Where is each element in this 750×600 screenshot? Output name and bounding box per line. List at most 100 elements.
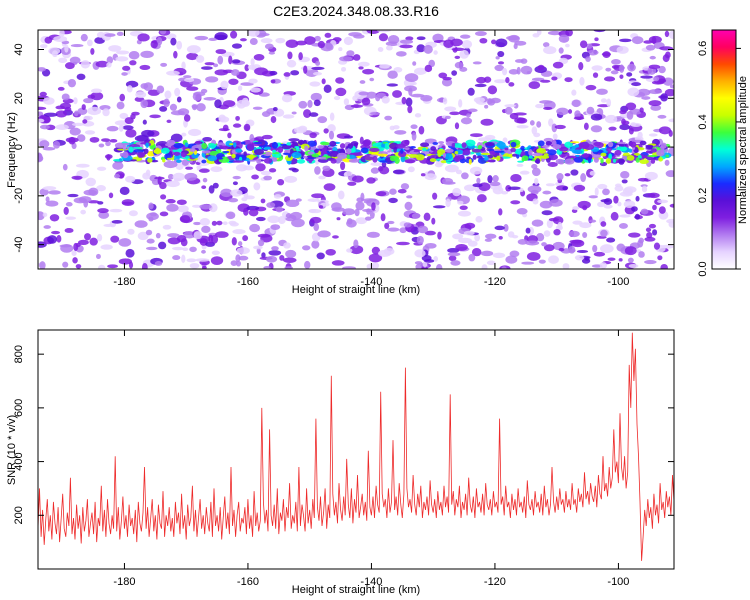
- spectrogram-cell: [600, 221, 607, 227]
- spectrogram-cell: [63, 206, 69, 215]
- spectrogram-cell: [506, 35, 520, 41]
- spectrogram-cell: [241, 97, 249, 106]
- spectrogram-cell: [622, 120, 630, 126]
- spectrogram-cell: [668, 118, 674, 123]
- spectrogram-cell: [392, 169, 405, 175]
- spectrogram-cell: [370, 111, 381, 116]
- spectrogram-cell: [167, 173, 174, 180]
- spectrogram-cell: [101, 138, 111, 142]
- spectrogram-y-tick-label: 20: [13, 92, 25, 104]
- spectrogram-cell: [150, 40, 158, 49]
- spectrogram-cell: [520, 65, 533, 75]
- spectrogram-band-cell: [217, 142, 224, 146]
- spectrogram-cell: [160, 62, 168, 67]
- spectrogram-cell: [195, 55, 205, 63]
- spectrogram-cell: [182, 247, 189, 252]
- spectrogram-cell: [648, 133, 658, 137]
- spectrogram-cell: [509, 250, 520, 258]
- spectrogram-cell: [205, 241, 215, 247]
- spectrogram-band-cell: [245, 154, 256, 159]
- spectrogram-band-cell: [510, 147, 516, 153]
- spectrogram-cell: [159, 211, 169, 217]
- snr-background: [38, 330, 674, 569]
- spectrogram-band-cell: [147, 157, 153, 163]
- spectrogram-band-cell: [564, 141, 573, 148]
- spectrogram-cell: [423, 212, 431, 222]
- spectrogram-cell: [192, 104, 198, 111]
- spectrogram-cell: [111, 219, 123, 224]
- spectrogram-cell: [625, 102, 637, 111]
- spectrogram-cell: [648, 89, 663, 95]
- spectrogram-cell: [158, 241, 167, 250]
- spectrogram-cell: [82, 119, 88, 124]
- spectrogram-cell: [384, 115, 393, 121]
- spectrogram-cell: [303, 109, 312, 118]
- spectrogram-cell: [208, 234, 214, 244]
- spectrogram-cell: [53, 35, 68, 42]
- spectrogram-cell: [237, 241, 243, 247]
- spectrogram-cell: [181, 132, 187, 137]
- spectrogram-cell: [536, 121, 542, 128]
- spectrogram-band-cell: [536, 147, 547, 154]
- spectrogram-cell: [96, 233, 103, 242]
- spectrogram-cell: [492, 252, 506, 259]
- spectrogram-cell: [255, 163, 266, 172]
- spectrogram-cell: [614, 185, 624, 192]
- spectrogram-cell: [118, 258, 133, 265]
- spectrogram-cell: [76, 73, 86, 81]
- spectrogram-band-cell: [225, 140, 233, 147]
- spectrogram-cell: [432, 192, 438, 200]
- spectrogram-cell: [649, 55, 656, 60]
- spectrogram-band-cell: [574, 144, 579, 149]
- spectrogram-cell: [650, 104, 662, 111]
- spectrogram-cell: [505, 255, 518, 264]
- spectrogram-cell: [358, 61, 370, 67]
- spectrogram-cell: [166, 119, 172, 124]
- spectrogram-cell: [442, 181, 456, 185]
- spectrogram-cell: [69, 56, 81, 64]
- spectrogram-cell: [442, 97, 448, 105]
- spectrogram-band-cell: [413, 149, 419, 153]
- spectrogram-cell: [514, 117, 526, 124]
- spectrogram-cell: [116, 31, 124, 37]
- spectrogram-band-cell: [650, 148, 657, 153]
- spectrogram-cell: [395, 51, 407, 57]
- spectrogram-cell: [610, 211, 619, 221]
- spectrogram-cell: [186, 86, 199, 91]
- spectrogram-cell: [106, 125, 119, 132]
- spectrogram-cell: [223, 100, 236, 107]
- spectrogram-cell: [458, 237, 472, 244]
- spectrogram-cell: [354, 208, 360, 217]
- spectrogram-cell: [281, 94, 293, 103]
- spectrogram-cell: [86, 39, 93, 47]
- spectrogram-cell: [237, 85, 243, 91]
- spectrogram-band-cell: [628, 148, 632, 153]
- spectrogram-cell: [519, 187, 524, 192]
- spectrogram-cell: [648, 223, 657, 229]
- spectrogram-cell: [45, 196, 50, 203]
- spectrogram-cell: [380, 213, 386, 222]
- spectrogram-cell: [355, 217, 368, 225]
- spectrogram-cell: [208, 185, 215, 194]
- colorbar-tick-label: 0.6: [697, 41, 709, 56]
- spectrogram-cell: [263, 175, 273, 181]
- spectrogram-cell: [196, 165, 202, 170]
- spectrogram-cell: [381, 96, 390, 104]
- spectrogram-cell: [532, 198, 539, 205]
- spectrogram-band-cell: [573, 157, 584, 163]
- spectrogram-cell: [668, 221, 674, 228]
- spectrogram-cell: [307, 198, 320, 202]
- spectrogram-cell: [366, 30, 380, 34]
- spectrogram-cell: [628, 263, 639, 268]
- spectrogram-cell: [316, 252, 325, 260]
- spectrogram-cell: [424, 242, 437, 249]
- spectrogram-cell: [459, 49, 469, 59]
- spectrogram-band-cell: [353, 143, 358, 147]
- spectrogram-cell: [510, 200, 521, 205]
- spectrogram-cell: [371, 246, 381, 255]
- spectrogram-cell: [96, 166, 107, 171]
- spectrogram-cell: [200, 66, 213, 70]
- spectrogram-cell: [59, 30, 65, 37]
- spectrogram-cell: [355, 201, 365, 211]
- spectrogram-cell: [83, 97, 94, 104]
